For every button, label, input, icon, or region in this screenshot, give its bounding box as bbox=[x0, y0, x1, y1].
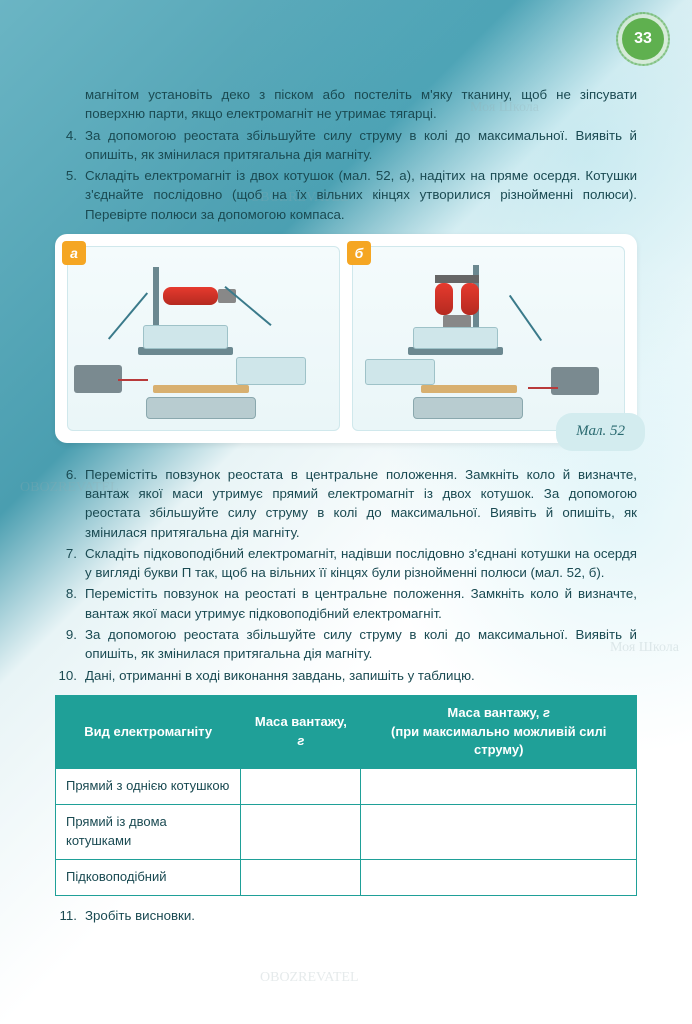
num-10: 10. bbox=[55, 666, 85, 685]
table-row: Підковоподібний bbox=[56, 859, 637, 895]
cell-mass-2 bbox=[241, 805, 361, 860]
para-3-cont: магнітом установіть деко з піском або по… bbox=[85, 85, 637, 124]
num-5: 5. bbox=[55, 166, 85, 224]
para-10: Дані, отриманні в ході виконання завдань… bbox=[85, 666, 637, 685]
panel-label-a: а bbox=[62, 241, 86, 265]
th-type: Вид електромагніту bbox=[56, 695, 241, 769]
panel-label-b: б bbox=[347, 241, 371, 265]
cell-type-2: Прямий із двома котушками bbox=[56, 805, 241, 860]
table-row: Прямий із двома котушками bbox=[56, 805, 637, 860]
figure-panel-a: а bbox=[67, 246, 340, 431]
para-4: За допомогою реостата збільшуйте силу ст… bbox=[85, 126, 637, 165]
cell-max-3 bbox=[361, 859, 637, 895]
num-6: 6. bbox=[55, 465, 85, 542]
figure-panel-b: б bbox=[352, 246, 625, 431]
cell-mass-1 bbox=[241, 769, 361, 805]
num-8: 8. bbox=[55, 584, 85, 623]
num-11: 11. bbox=[55, 906, 85, 925]
cell-mass-3 bbox=[241, 859, 361, 895]
results-table: Вид електромагніту Маса вантажу, г Маса … bbox=[55, 695, 637, 896]
instruction-list-bottom: 6. Перемістіть повзунок реостата в центр… bbox=[55, 465, 637, 685]
table-row: Прямий з однією котушкою bbox=[56, 769, 637, 805]
th-mass: Маса вантажу, г bbox=[241, 695, 361, 769]
instruction-list-top: магнітом установіть деко з піском або по… bbox=[55, 85, 637, 224]
cell-max-2 bbox=[361, 805, 637, 860]
figure-caption: Мал. 52 bbox=[556, 413, 645, 451]
cell-max-1 bbox=[361, 769, 637, 805]
para-5: Складіть електромагніт із двох котушок (… bbox=[85, 166, 637, 224]
num-4: 4. bbox=[55, 126, 85, 165]
para-6: Перемістіть повзунок реостата в централь… bbox=[85, 465, 637, 542]
page-content: магнітом установіть деко з піском або по… bbox=[0, 0, 692, 947]
th-mass-max: Маса вантажу, г (при максимально можливі… bbox=[361, 695, 637, 769]
para-8: Перемістіть повзунок на реостаті в центр… bbox=[85, 584, 637, 623]
para-7: Складіть підковоподібний електромагніт, … bbox=[85, 544, 637, 583]
para-11: Зробіть висновки. bbox=[85, 906, 637, 925]
cell-type-3: Підковоподібний bbox=[56, 859, 241, 895]
figure-52: а б bbox=[55, 234, 637, 443]
num-9: 9. bbox=[55, 625, 85, 664]
para-9: За допомогою реостата збільшуйте силу ст… bbox=[85, 625, 637, 664]
instruction-list-end: 11. Зробіть висновки. bbox=[55, 906, 637, 925]
cell-type-1: Прямий з однією котушкою bbox=[56, 769, 241, 805]
num-7: 7. bbox=[55, 544, 85, 583]
